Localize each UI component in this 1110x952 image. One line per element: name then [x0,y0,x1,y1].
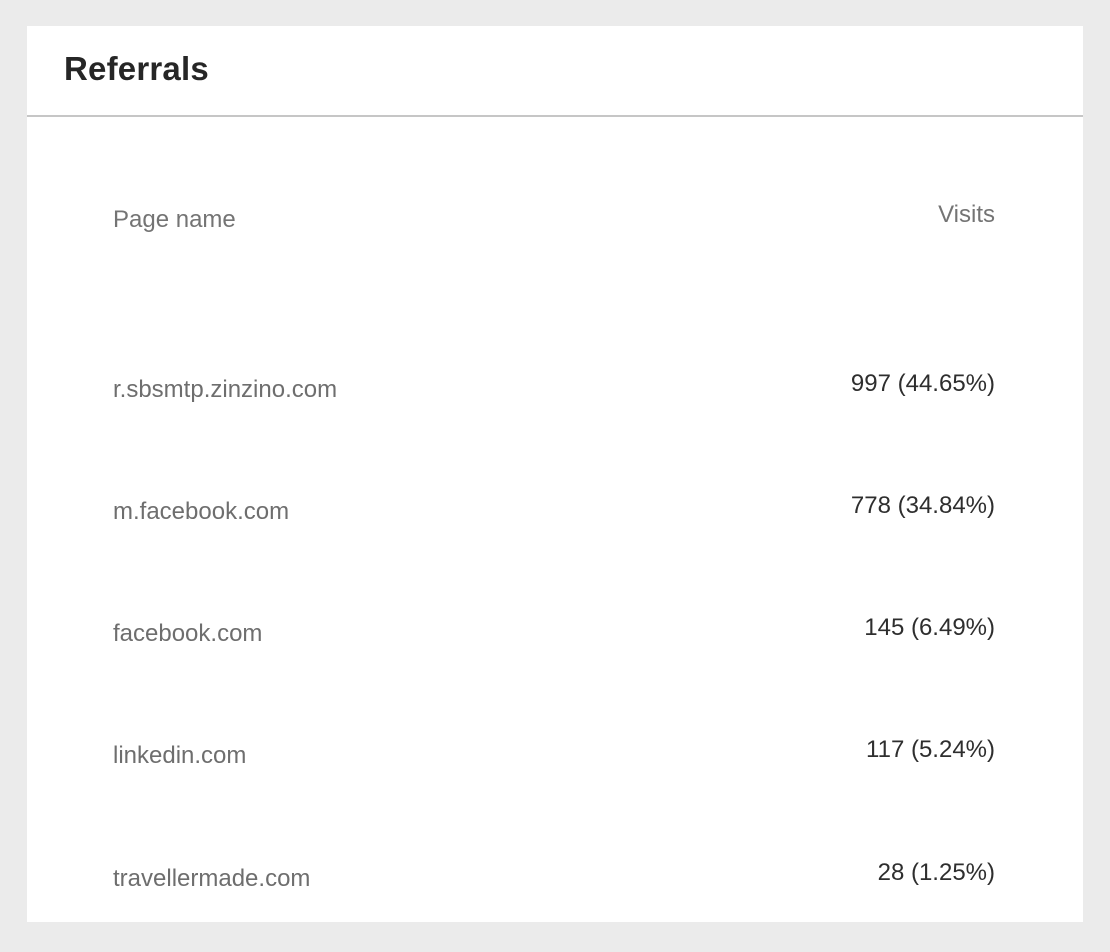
table-row: travellermade.com 28 (1.25%) [113,859,995,899]
column-header-page-name: Page name [113,206,236,233]
row-visits: 778 (34.84%) [850,492,995,519]
column-header-visits: Visits [938,201,995,228]
table-row: m.facebook.com 778 (34.84%) [113,492,995,532]
row-visits: 28 (1.25%) [877,859,995,886]
row-visits: 117 (5.24%) [866,736,995,763]
row-page-name: linkedin.com [113,742,247,769]
row-page-name: m.facebook.com [113,498,290,525]
referrals-card: Referrals Page name Visits r.sbsmtp.zinz… [27,26,1083,922]
row-page-name: facebook.com [113,620,263,647]
card-title: Referrals [64,49,209,87]
row-page-name: r.sbsmtp.zinzino.com [113,376,338,403]
table-header: Page name Visits [113,117,995,277]
row-visits: 997 (44.65%) [850,370,995,397]
table-row: linkedin.com 117 (5.24%) [113,736,995,776]
table-row: facebook.com 145 (6.49%) [113,614,995,654]
referrals-table: Page name Visits r.sbsmtp.zinzino.com 99… [113,117,995,892]
card-header: Referrals [27,26,1083,117]
row-visits: 145 (6.49%) [864,614,995,641]
row-page-name: travellermade.com [113,865,311,892]
table-row: r.sbsmtp.zinzino.com 997 (44.65%) [113,370,995,410]
